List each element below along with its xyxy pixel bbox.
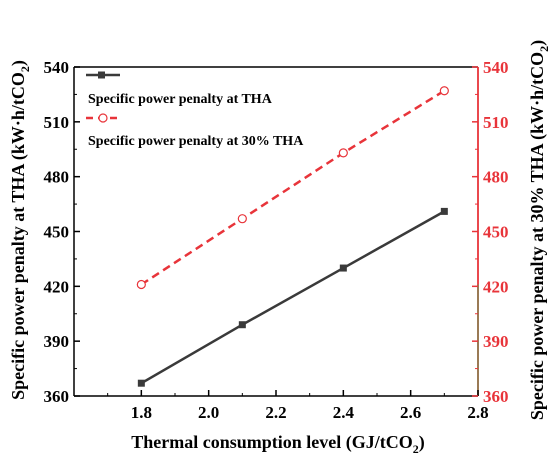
x-tick-label: 2.0 (198, 403, 219, 422)
right-tick-label: 480 (483, 168, 509, 187)
point-tha (137, 379, 145, 387)
right-tick-label: 540 (483, 58, 509, 77)
series-line-30tha (140, 89, 445, 286)
ticks: 1.8 2.0 2.2 2.4 2.6 2.83603904204504805105403… (44, 58, 509, 422)
right-tick-label: 450 (483, 223, 509, 242)
right-tick-label: 360 (483, 387, 509, 406)
point-30tha (338, 148, 348, 158)
right-axis-title: Specific power penalty at 30% THA (kW·h/… (527, 40, 550, 420)
right-tick-label: 390 (483, 332, 509, 351)
left-tick-label: 390 (44, 332, 70, 351)
point-30tha (136, 279, 146, 290)
series-line-tha (140, 210, 445, 385)
legend: Specific power penalty at THA Specific p… (86, 71, 304, 149)
legend-marker-30tha (98, 113, 108, 123)
right-tick-label: 510 (483, 113, 509, 132)
x-tick-label: 2.8 (467, 403, 488, 422)
axes (73, 66, 479, 397)
x-axis-title: Thermal consumption level (GJ/tCO2) (131, 432, 425, 456)
left-tick-label: 360 (44, 387, 70, 406)
x-tick-label: 2.4 (333, 403, 355, 422)
left-tick-label: 450 (44, 223, 70, 242)
left-tick-label: 540 (44, 58, 70, 77)
left-tick-label: 480 (44, 168, 70, 187)
x-tick-label: 2.2 (265, 403, 286, 422)
point-30tha (237, 214, 247, 224)
legend-entry-30tha: Specific power penalty at 30% THA (88, 134, 304, 149)
left-axis-title: Specific power penalty at THA (kW·h/tCO2… (8, 60, 32, 400)
series (136, 86, 449, 387)
right-tick-label: 420 (483, 277, 509, 296)
legend-marker-tha (98, 71, 105, 79)
left-tick-label: 420 (44, 277, 70, 296)
left-tick-label: 510 (44, 113, 70, 132)
point-tha (440, 207, 448, 215)
point-tha (238, 321, 246, 329)
x-tick-label: 1.8 (131, 403, 152, 422)
point-tha (339, 264, 347, 272)
point-30tha (439, 86, 449, 96)
legend-entry-tha: Specific power penalty at THA (88, 92, 273, 107)
x-tick-label: 2.6 (400, 403, 421, 422)
